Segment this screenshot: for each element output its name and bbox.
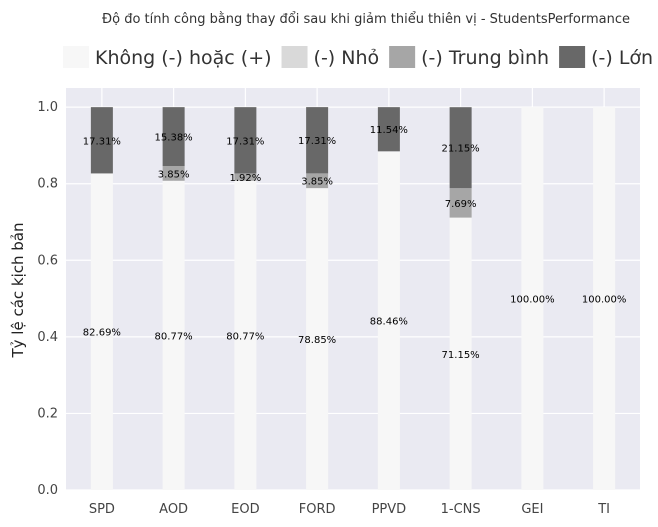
bar-segment: [90, 107, 113, 174]
bar-segment: [593, 107, 616, 491]
bar-segment: [234, 180, 257, 490]
data-label: 3.85%: [301, 177, 333, 188]
bar-segment: [449, 217, 472, 490]
legend-label: Không (-) hoặc (+): [95, 47, 272, 69]
x-tick-label: EOD: [231, 502, 259, 517]
bar-segment: [449, 107, 472, 189]
data-label: 15.38%: [155, 133, 193, 144]
data-labels: 82.69% 17.31% 80.77% 3.85% 15.38% 80.77% 1.92%…: [83, 125, 627, 361]
data-label: 17.31%: [226, 136, 264, 147]
y-tick-label: 1.0: [37, 100, 58, 115]
y-tick-label: 0.2: [37, 406, 58, 421]
bar-segment: [234, 107, 257, 174]
y-axis-ticks: 0.0 0.2 0.4 0.6 0.8 1.0: [37, 100, 58, 498]
legend-swatch: [389, 46, 416, 68]
data-label: 1.92%: [229, 173, 261, 184]
x-tick-label: FORD: [299, 502, 336, 517]
bars: [90, 107, 616, 491]
legend-label: (-) Lớn: [591, 47, 653, 69]
data-label: 17.31%: [298, 136, 336, 147]
plot-area: [66, 88, 640, 490]
legend-swatch: [559, 46, 586, 68]
bar-segment: [90, 173, 113, 490]
y-tick-label: 0.6: [37, 253, 58, 268]
x-axis-ticks: SPD AOD EOD FORD PPVD 1-CNS GEI TI: [89, 502, 610, 517]
bar-segment: [521, 107, 544, 491]
y-tick-label: 0.0: [37, 483, 58, 498]
x-tick-label: GEI: [521, 502, 543, 517]
legend-label: (-) Trung bình: [421, 47, 549, 69]
data-label: 11.54%: [370, 125, 408, 136]
y-tick-label: 0.8: [37, 177, 58, 192]
y-axis-label: Tỷ lệ các kịch bản: [9, 222, 27, 358]
data-label: 78.85%: [298, 335, 336, 346]
data-label: 80.77%: [226, 331, 264, 342]
bar-segment: [162, 180, 185, 490]
legend: Không (-) hoặc (+) (-) Nhỏ (-) Trung bình (…: [63, 46, 653, 69]
x-tick-label: TI: [597, 502, 610, 517]
data-label: 21.15%: [442, 144, 480, 155]
bar-segment: [306, 173, 329, 189]
x-tick-label: AOD: [159, 502, 188, 517]
chart-title: Độ đo tính công bằng thay đổi sau khi gi…: [102, 12, 630, 27]
data-label: 80.77%: [155, 331, 193, 342]
x-tick-label: 1-CNS: [441, 502, 481, 517]
bar-segment: [449, 188, 472, 218]
bar-segment: [306, 188, 329, 491]
bar-segment: [162, 107, 185, 167]
bar-segment: [234, 173, 257, 181]
bar-segment: [306, 107, 329, 174]
x-tick-label: SPD: [89, 502, 115, 517]
bar-segment: [162, 166, 185, 181]
legend-swatch: [63, 46, 89, 68]
x-tick-label: PPVD: [372, 502, 407, 517]
y-tick-label: 0.4: [37, 330, 58, 345]
data-label: 71.15%: [442, 350, 480, 361]
legend-swatch: [281, 46, 308, 68]
data-label: 88.46%: [370, 317, 408, 328]
data-label: 3.85%: [158, 169, 190, 180]
data-label: 7.69%: [445, 199, 477, 210]
data-label: 17.31%: [83, 136, 121, 147]
legend-label: (-) Nhỏ: [314, 47, 380, 69]
data-label: 100.00%: [510, 295, 555, 306]
bar-segment: [377, 151, 400, 490]
data-label: 100.00%: [582, 295, 627, 306]
bar-segment: [377, 107, 400, 152]
data-label: 82.69%: [83, 328, 121, 339]
